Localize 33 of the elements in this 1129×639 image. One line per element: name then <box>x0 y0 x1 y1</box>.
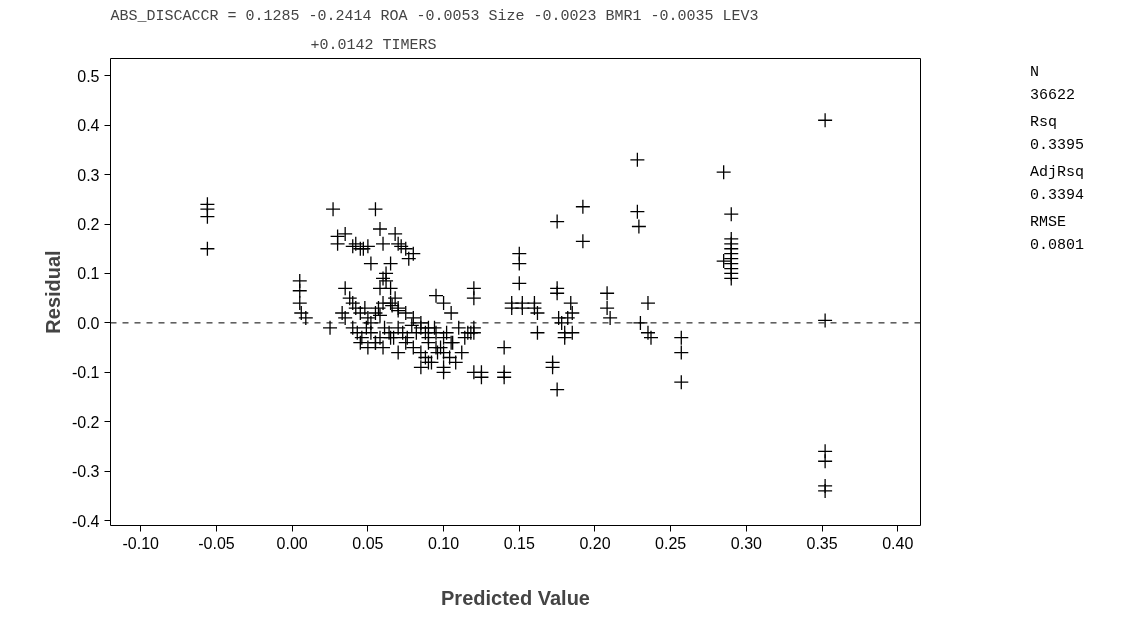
y-tick-label: 0.3 <box>77 166 100 184</box>
chart-title: ABS_DISCACCR = 0.1285 -0.2414 ROA -0.0053 Size -0.0023 BMR1 -0.0035 LEV3 <box>110 7 759 25</box>
y-tick-label: -0.4 <box>71 512 100 530</box>
x-tick-label: -0.10 <box>122 534 160 552</box>
y-tick-label: 0.4 <box>77 117 100 135</box>
text: 36622 <box>1030 86 1076 106</box>
x-tick-label: 0.30 <box>730 534 763 552</box>
y-tick-label: 0.1 <box>77 265 100 283</box>
x-tick-label: -0.05 <box>198 534 235 552</box>
text: N <box>1030 63 1040 83</box>
text: AdjRsq <box>1030 163 1085 183</box>
text: 0.3395 <box>1030 136 1085 156</box>
y-tick-label: 0.5 <box>77 67 100 85</box>
y-axis-title: Residual <box>41 250 64 334</box>
x-tick-label: 0.40 <box>882 534 914 552</box>
text: 0.0801 <box>1030 236 1085 256</box>
text: Rsq <box>1030 113 1058 133</box>
x-tick-label: 0.25 <box>655 534 687 552</box>
chart-subtitle: +0.0142 TIMERS <box>310 36 437 54</box>
text: 0.3394 <box>1030 186 1085 206</box>
y-tick-label: 0.0 <box>77 314 100 332</box>
x-tick-label: 0.05 <box>352 534 384 552</box>
x-tick-label: 0.35 <box>806 534 838 552</box>
y-tick-label: -0.2 <box>71 413 100 431</box>
y-tick-label: 0.2 <box>77 216 100 234</box>
x-tick-label: 0.20 <box>579 534 611 552</box>
x-tick-label: 0.10 <box>428 534 460 552</box>
y-tick-label: -0.1 <box>71 364 100 382</box>
y-tick-label: -0.3 <box>71 463 100 481</box>
x-tick-label: 0.15 <box>503 534 535 552</box>
x-axis-title: Predicted Value <box>441 586 590 609</box>
x-tick-label: 0.00 <box>276 534 308 552</box>
text: RMSE <box>1030 213 1067 233</box>
